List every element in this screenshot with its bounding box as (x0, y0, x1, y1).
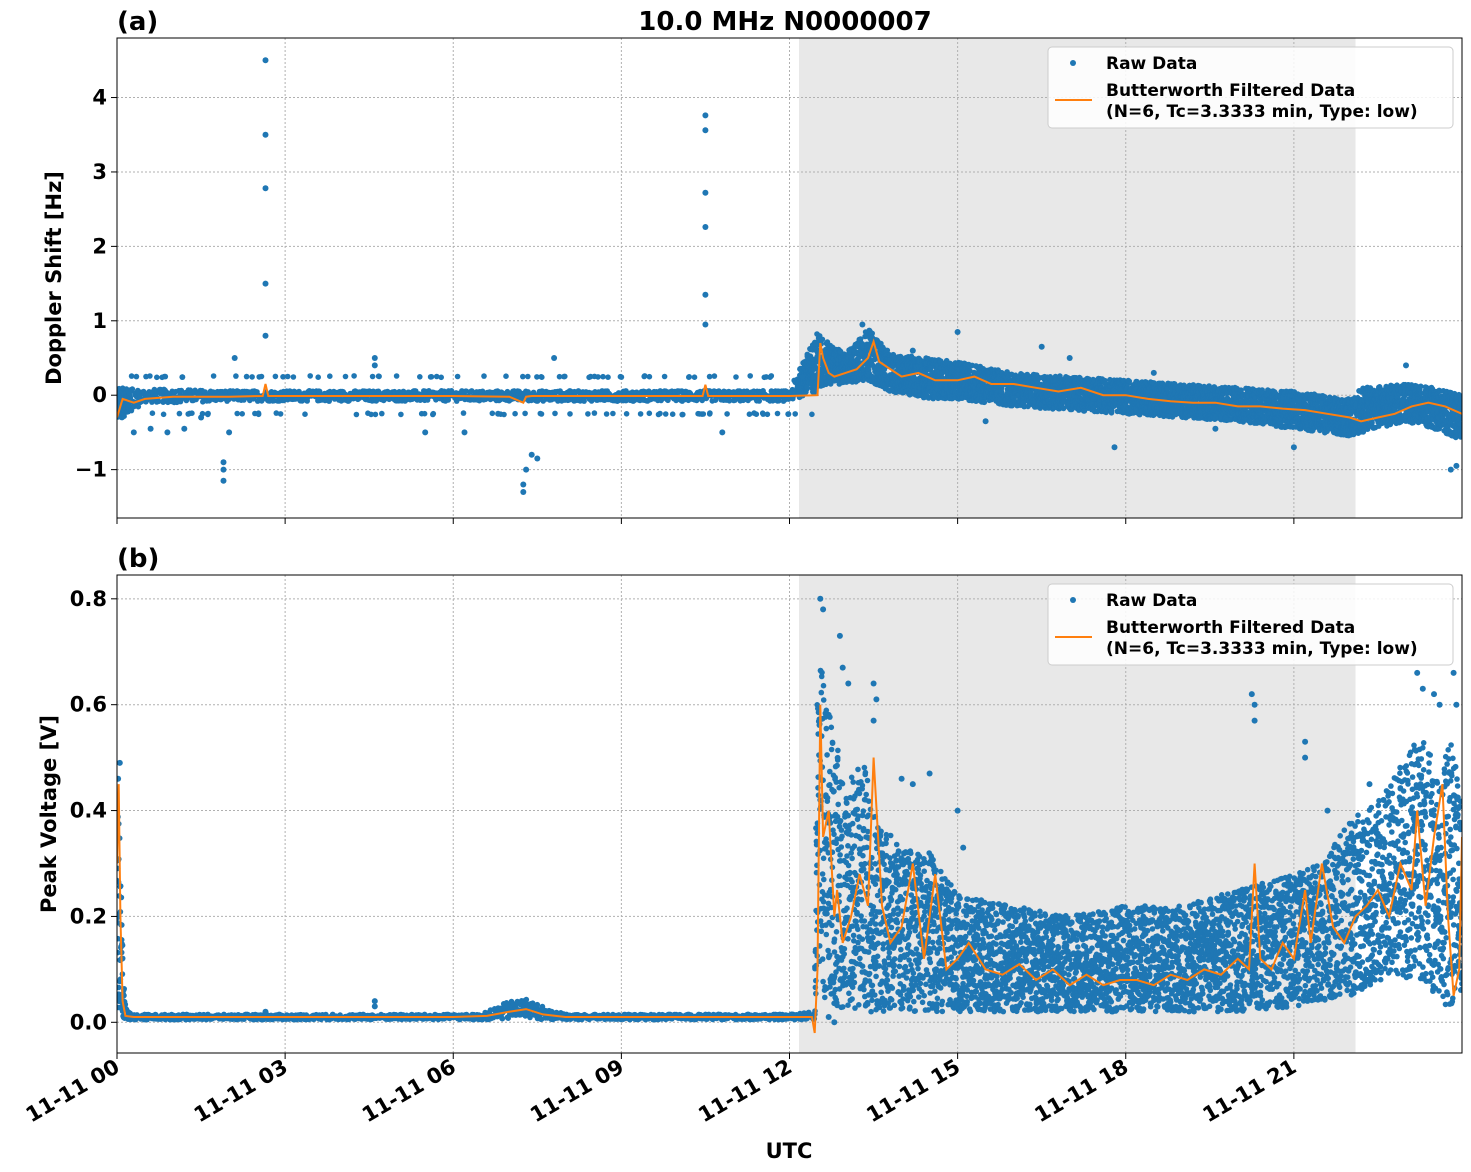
panel-a-label: (a) (117, 7, 158, 37)
raw-point (819, 336, 826, 343)
figure-title: 10.0 MHz N0000007 (638, 7, 931, 37)
raw-point (304, 398, 311, 404)
raw-point (581, 398, 587, 404)
raw-point (121, 413, 127, 420)
raw-point (178, 387, 185, 394)
raw-point (155, 398, 162, 405)
raw-point (998, 388, 1005, 395)
raw-point (129, 386, 136, 392)
raw-point (135, 403, 142, 410)
